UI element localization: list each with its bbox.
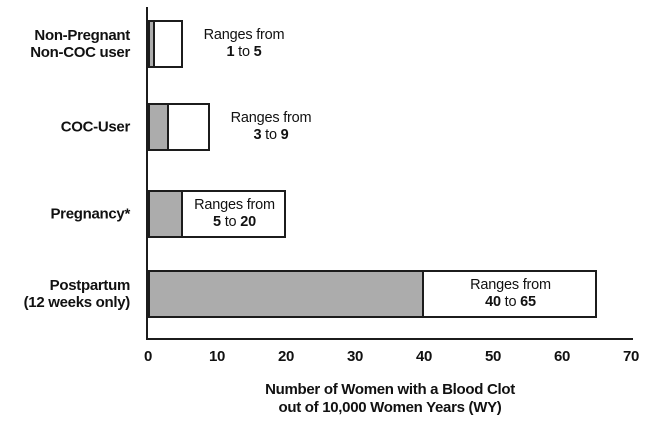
range-low-value: 1 <box>226 44 235 60</box>
range-annotation-values: 3 to 9 <box>253 127 289 143</box>
category-label: Non-Pregnant Non-COC user <box>0 27 130 61</box>
x-tick-label: 40 <box>415 348 433 365</box>
x-tick-label: 20 <box>277 348 295 365</box>
range-annotation: Ranges from 1 to 5 <box>196 27 292 61</box>
x-axis-title-line1: Number of Women with a Blood Clot <box>265 381 515 398</box>
y-axis-line <box>146 7 148 340</box>
category-label: COC-User <box>0 118 131 136</box>
category-label-line: (12 weeks only) <box>23 294 131 311</box>
category-label-line: Non-Pregnant <box>34 27 130 44</box>
bar <box>148 103 210 151</box>
bar <box>148 270 597 318</box>
range-high-value: 9 <box>280 127 289 143</box>
range-low-value: 40 <box>485 294 501 310</box>
x-axis-title: Number of Women with a Blood Clot out of… <box>148 381 632 416</box>
category-label-line: Non-COC user <box>30 44 130 61</box>
category-label-line: Postpartum <box>49 277 131 294</box>
bar <box>148 20 183 68</box>
range-annotation-prefix: Ranges from <box>230 110 312 126</box>
range-annotation: Ranges from 3 to 9 <box>223 110 319 144</box>
x-tick-label: 70 <box>622 348 640 365</box>
range-high-value: 65 <box>520 294 536 310</box>
range-low-value: 3 <box>253 127 262 143</box>
range-annotation-prefix: Ranges from <box>203 27 285 43</box>
category-label-line: Pregnancy* <box>50 205 130 223</box>
x-tick-label: 50 <box>484 348 502 365</box>
category-label: Postpartum (12 weeks only) <box>0 277 131 311</box>
range-annotation-prefix: Ranges from <box>194 197 275 213</box>
category-label-line: COC-User <box>60 118 131 136</box>
range-annotation-values: 40 to 65 <box>485 294 536 310</box>
x-axis-line <box>146 338 633 340</box>
range-annotation-prefix: Ranges from <box>470 277 551 293</box>
x-tick-label: 0 <box>143 348 153 365</box>
bar-low-segment <box>150 192 183 236</box>
x-tick-label: 60 <box>553 348 571 365</box>
range-annotation: Ranges from 40 to 65 <box>424 277 597 311</box>
x-tick-label: 10 <box>208 348 226 365</box>
range-annotation: Ranges from 5 to 20 <box>183 197 286 231</box>
bar <box>148 190 286 238</box>
range-low-value: 5 <box>213 214 221 230</box>
range-annotation-values: 5 to 20 <box>213 214 256 230</box>
category-label: Pregnancy* <box>0 206 130 223</box>
range-annotation-values: 1 to 5 <box>226 44 262 60</box>
x-tick-label: 30 <box>346 348 364 365</box>
bar-low-segment <box>150 22 155 66</box>
bar-low-segment <box>150 105 169 149</box>
range-high-value: 5 <box>253 44 262 60</box>
range-high-value: 20 <box>240 214 256 230</box>
x-axis-title-line2: out of 10,000 Women Years (WY) <box>278 398 502 416</box>
bar-low-segment <box>150 272 424 316</box>
